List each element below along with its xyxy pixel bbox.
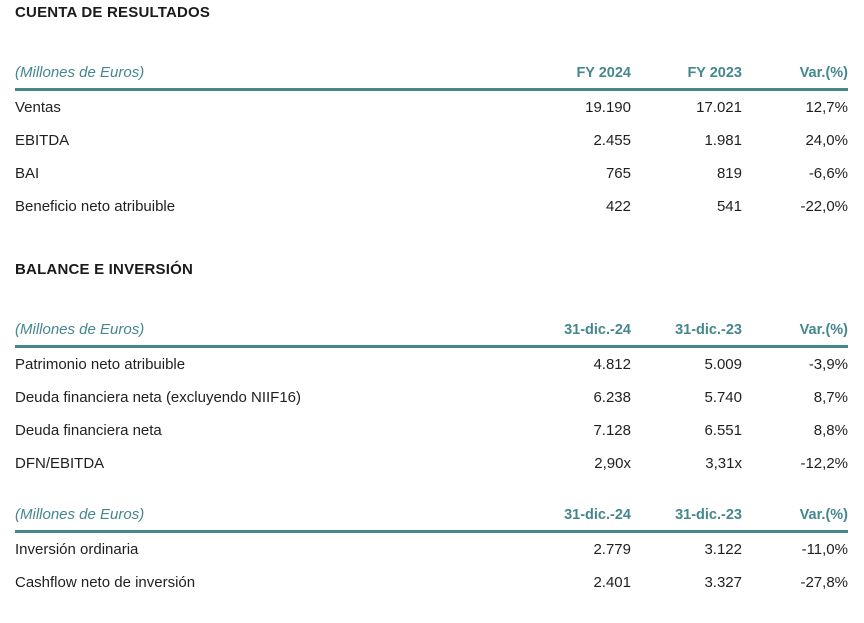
column-header-31dic24: 31-dic.-24 <box>461 321 631 348</box>
section-title-balance-e-inversion: BALANCE E INVERSIÓN <box>15 261 193 278</box>
value-fy2023: 819 <box>716 165 742 182</box>
row-label: BAI <box>15 165 40 182</box>
row-label: Beneficio neto atribuible <box>15 198 176 215</box>
value-fy2024: 765 <box>605 165 631 182</box>
value-var: -11,0% <box>801 541 848 558</box>
value-31dic24: 4.812 <box>593 356 631 373</box>
value-31dic23: 6.551 <box>704 422 742 439</box>
value-var: 24,0% <box>805 132 848 149</box>
value-31dic24: 2,90x <box>594 455 631 472</box>
value-var: 8,8% <box>813 422 848 439</box>
table-row-deuda-financiera-neta: Deuda financiera neta 7.128 6.551 8,8% <box>15 414 848 447</box>
column-header-31dic23: 31-dic.-23 <box>631 321 742 348</box>
value-31dic23: 3,31x <box>705 455 742 472</box>
table-row-cashflow-neto: Cashflow neto de inversión 2.401 3.327 -… <box>15 566 848 599</box>
column-header-fy2024: FY 2024 <box>461 64 631 91</box>
row-label: Ventas <box>15 99 61 116</box>
value-31dic24: 7.128 <box>593 422 631 439</box>
value-fy2023: 1.981 <box>704 132 742 149</box>
table-header-row: (Millones de Euros) 31-dic.-24 31-dic.-2… <box>15 321 848 348</box>
value-var: -12,2% <box>800 455 848 472</box>
value-fy2024: 2.455 <box>593 132 631 149</box>
value-fy2023: 17.021 <box>696 99 742 116</box>
value-31dic24: 6.238 <box>593 389 631 406</box>
table-row-inversion-ordinaria: Inversión ordinaria 2.779 3.122 -11,0% <box>15 532 848 567</box>
table-row-beneficio-neto: Beneficio neto atribuible 422 541 -22,0% <box>15 190 848 223</box>
column-header-var: Var.(%) <box>742 506 848 533</box>
table-row-ebitda: EBITDA 2.455 1.981 24,0% <box>15 124 848 157</box>
row-label: DFN/EBITDA <box>15 455 105 472</box>
value-var: -6,6% <box>808 165 848 182</box>
table-row-dfn-ebitda: DFN/EBITDA 2,90x 3,31x -12,2% <box>15 447 848 480</box>
row-label: Deuda financiera neta <box>15 422 162 439</box>
column-header-fy2023: FY 2023 <box>631 64 742 91</box>
value-var: -22,0% <box>800 198 848 215</box>
value-var: -3,9% <box>808 356 848 373</box>
table-header-row: (Millones de Euros) 31-dic.-24 31-dic.-2… <box>15 506 848 533</box>
table-header-row: (Millones de Euros) FY 2024 FY 2023 Var.… <box>15 64 848 91</box>
row-label: Patrimonio neto atribuible <box>15 356 186 373</box>
table-row-deuda-ex-niif16: Deuda financiera neta (excluyendo NIIF16… <box>15 381 848 414</box>
section-title-cuenta-de-resultados: CUENTA DE RESULTADOS <box>15 4 211 21</box>
table-row-patrimonio: Patrimonio neto atribuible 4.812 5.009 -… <box>15 347 848 382</box>
row-label: Deuda financiera neta (excluyendo NIIF16… <box>15 389 301 406</box>
value-fy2024: 422 <box>605 198 631 215</box>
column-header-31dic24: 31-dic.-24 <box>461 506 631 533</box>
value-var: 12,7% <box>805 99 848 116</box>
value-var: 8,7% <box>813 389 848 406</box>
value-31dic23: 3.122 <box>704 541 742 558</box>
row-label: EBITDA <box>15 132 70 149</box>
value-31dic23: 5.740 <box>704 389 742 406</box>
column-header-31dic23: 31-dic.-23 <box>631 506 742 533</box>
unit-label: (Millones de Euros) <box>15 506 461 533</box>
row-label: Inversión ordinaria <box>15 541 139 558</box>
value-31dic23: 5.009 <box>704 356 742 373</box>
row-label: Cashflow neto de inversión <box>15 574 196 591</box>
unit-label: (Millones de Euros) <box>15 64 461 91</box>
value-31dic23: 3.327 <box>704 574 742 591</box>
value-31dic24: 2.779 <box>593 541 631 558</box>
value-var: -27,8% <box>800 574 848 591</box>
table-row-ventas: Ventas 19.190 17.021 12,7% <box>15 90 848 125</box>
balance-table: (Millones de Euros) 31-dic.-24 31-dic.-2… <box>15 321 848 480</box>
unit-label: (Millones de Euros) <box>15 321 461 348</box>
investment-table: (Millones de Euros) 31-dic.-24 31-dic.-2… <box>15 506 848 599</box>
table-row-bai: BAI 765 819 -6,6% <box>15 157 848 190</box>
column-header-var: Var.(%) <box>742 64 848 91</box>
value-fy2024: 19.190 <box>585 99 631 116</box>
value-31dic24: 2.401 <box>593 574 631 591</box>
value-fy2023: 541 <box>716 198 742 215</box>
column-header-var: Var.(%) <box>742 321 848 348</box>
income-statement-table: (Millones de Euros) FY 2024 FY 2023 Var.… <box>15 64 848 223</box>
